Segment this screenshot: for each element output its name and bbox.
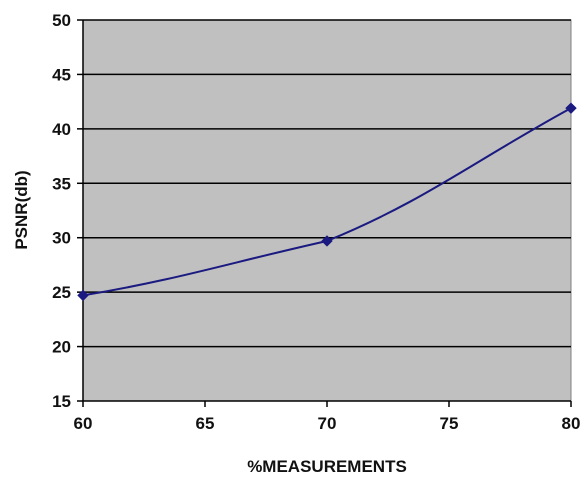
ytick-label-15: 15: [52, 392, 71, 411]
ytick-label-35: 35: [52, 174, 71, 193]
y-tick-labels: 15 20 25 30 35 40 45 50: [52, 11, 83, 411]
xtick-label-80: 80: [562, 414, 581, 433]
ytick-label-25: 25: [52, 283, 71, 302]
xtick-label-65: 65: [196, 414, 215, 433]
data-point-60: [77, 289, 89, 302]
data-point-70: [321, 235, 333, 247]
data-series: [77, 102, 577, 302]
ytick-label-20: 20: [52, 338, 71, 357]
x-tick-labels: 60 65 70 75 80: [74, 401, 581, 433]
ytick-label-45: 45: [52, 65, 71, 84]
x-axis-title: %MEASUREMENTS: [247, 457, 407, 476]
ytick-label-50: 50: [52, 11, 71, 30]
xtick-label-75: 75: [440, 414, 459, 433]
ytick-label-30: 30: [52, 229, 71, 248]
y-axis-title: PSNR(db): [12, 170, 31, 249]
ytick-label-40: 40: [52, 120, 71, 139]
xtick-label-60: 60: [74, 414, 93, 433]
plot-area: [82, 19, 572, 402]
xtick-label-70: 70: [318, 414, 337, 433]
data-point-80: [565, 102, 577, 114]
